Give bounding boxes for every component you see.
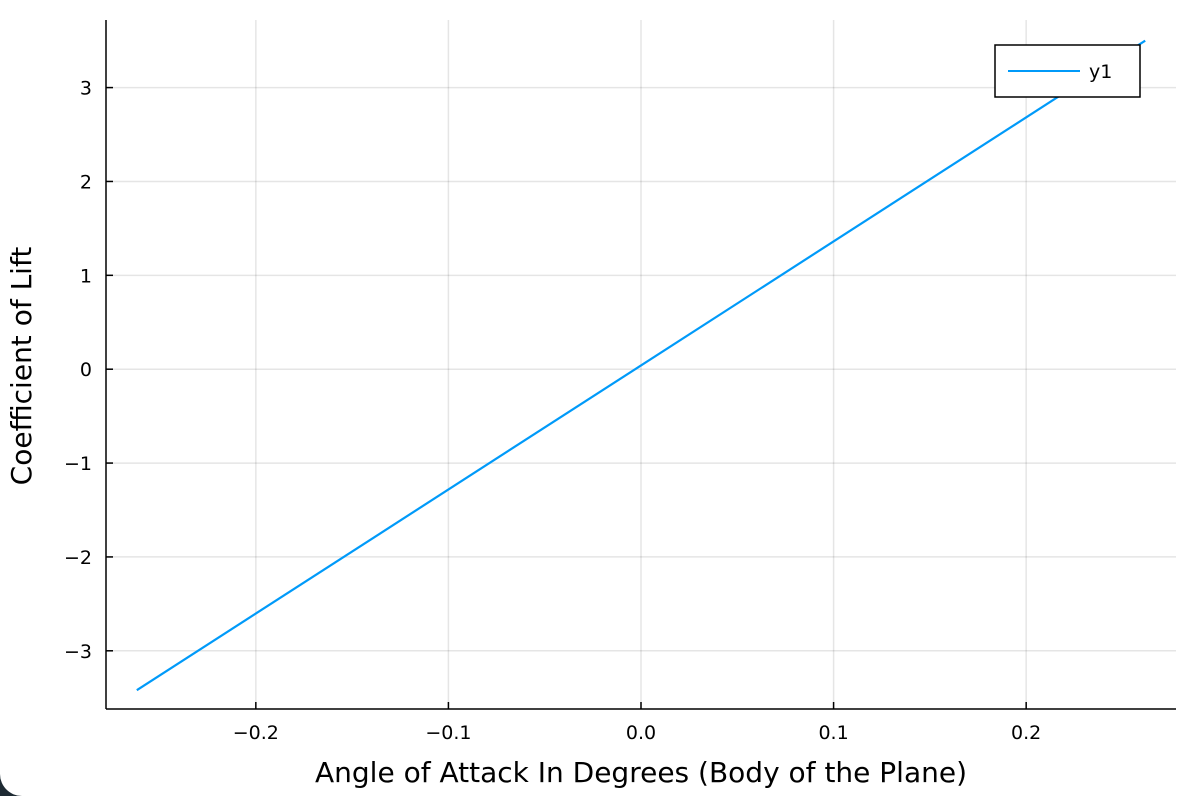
y-tick-label: −3 — [64, 641, 92, 663]
legend-label-y1: y1 — [1089, 61, 1112, 83]
x-tick-label: −0.1 — [425, 722, 471, 744]
y-axis-title: Coefficient of Lift — [5, 247, 38, 486]
x-axis-title: Angle of Attack In Degrees (Body of the … — [315, 756, 967, 789]
x-tick-label: 0.0 — [626, 722, 656, 744]
grid — [106, 20, 1176, 709]
series-layer — [136, 39, 1146, 692]
legend: y1 — [994, 44, 1141, 98]
y-tick-label: 0 — [80, 359, 92, 381]
x-tick-label: 0.1 — [818, 722, 848, 744]
series-line-y1 — [136, 39, 1146, 692]
y-tick-label: 3 — [80, 78, 92, 100]
ticks: −0.2 −0.1 0.0 0.1 0.2 −3 −2 −1 0 1 2 3 — [64, 78, 1041, 744]
x-tick-label: −0.2 — [233, 722, 279, 744]
y-tick-label: 1 — [80, 265, 92, 287]
y-tick-label: −2 — [64, 547, 92, 569]
x-tick-label: 0.2 — [1011, 722, 1041, 744]
y-tick-label: −1 — [64, 453, 92, 475]
y-tick-label: 2 — [80, 171, 92, 193]
